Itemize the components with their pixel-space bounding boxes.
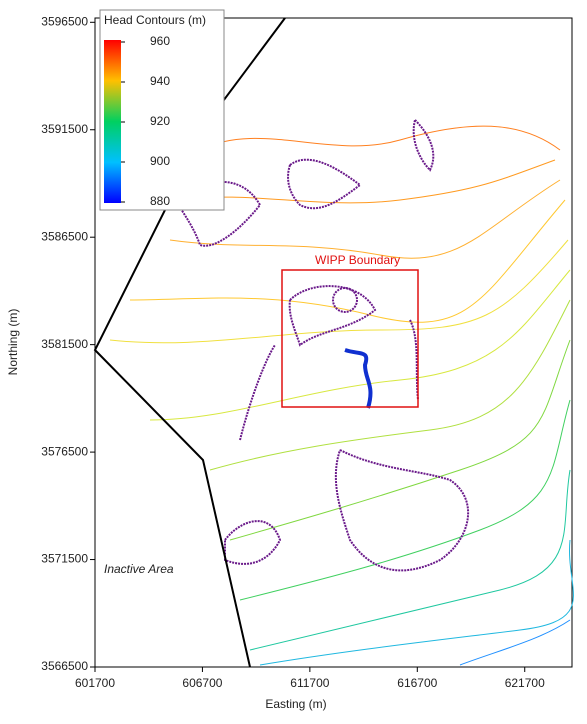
colorbar-tick-label: 940 bbox=[150, 74, 170, 88]
x-tick-label: 616700 bbox=[397, 676, 437, 690]
colorbar-tick-label: 960 bbox=[150, 34, 170, 48]
x-tick-label: 621700 bbox=[505, 676, 545, 690]
colorbar-tick-label: 880 bbox=[150, 194, 170, 208]
inactive-label: Inactive Area bbox=[104, 562, 174, 576]
wipp-boundary bbox=[281, 269, 419, 408]
y-tick-label: 3596500 bbox=[41, 14, 88, 28]
legend-title: Head Contours (m) bbox=[104, 13, 206, 27]
contours bbox=[109, 125, 574, 666]
y-tick-label: 3581500 bbox=[41, 337, 88, 351]
x-tick-label: 601700 bbox=[75, 676, 115, 690]
x-axis-label: Easting (m) bbox=[265, 697, 326, 711]
y-tick-label: 3591500 bbox=[41, 122, 88, 136]
y-tick-label: 3576500 bbox=[41, 444, 88, 458]
blue-trace bbox=[344, 348, 373, 409]
x-tick-label: 606700 bbox=[182, 676, 222, 690]
y-tick-label: 3586500 bbox=[41, 229, 88, 243]
colorbar-tick-label: 920 bbox=[150, 114, 170, 128]
y-tick-label: 3566500 bbox=[41, 659, 88, 673]
x-tick-label: 611700 bbox=[290, 676, 329, 690]
colorbar bbox=[104, 40, 121, 203]
wipp-label: WIPP Boundary bbox=[315, 253, 400, 267]
colorbar-tick-label: 900 bbox=[150, 154, 170, 168]
y-axis-label: Northing (m) bbox=[6, 309, 20, 376]
dry-cell-outlines bbox=[174, 119, 469, 572]
y-tick-label: 3571500 bbox=[41, 552, 88, 566]
